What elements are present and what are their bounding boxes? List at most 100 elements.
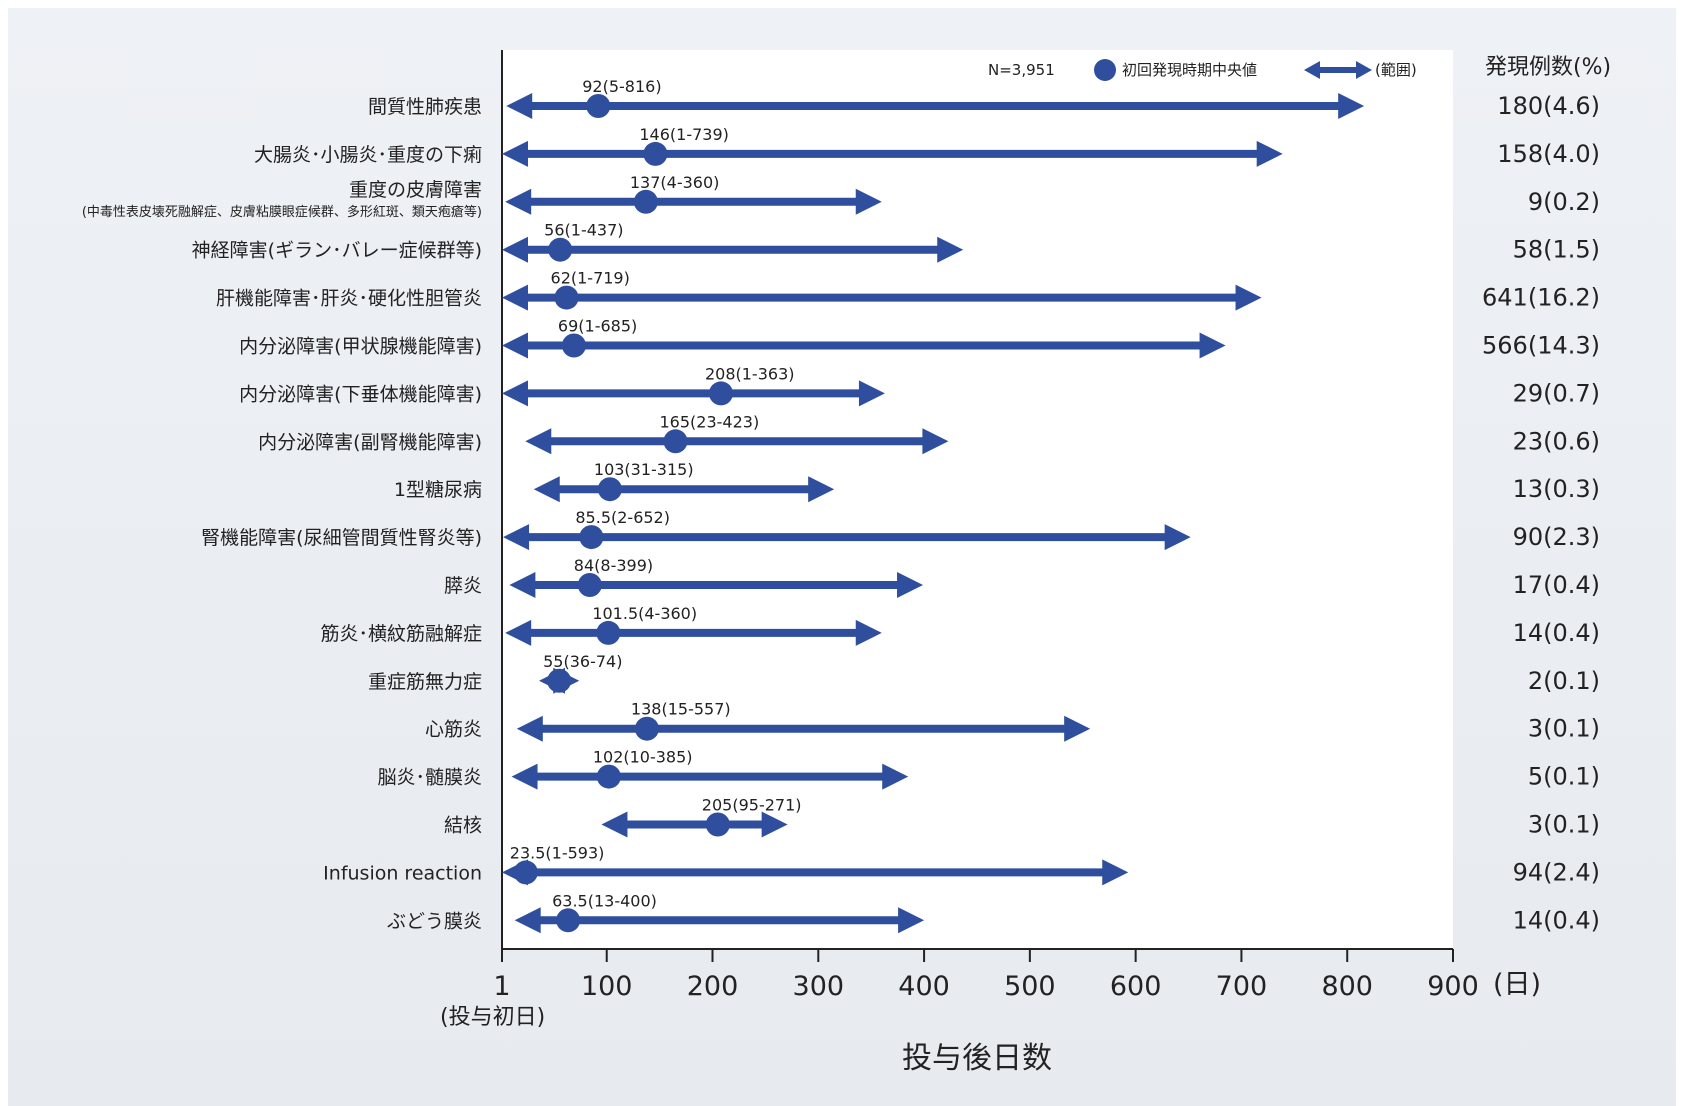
legend-range-arrow-icon: [1304, 61, 1372, 79]
count-label: 180(4.6): [1497, 92, 1600, 120]
count-label: 58(1.5): [1513, 236, 1600, 264]
range-min-arrowhead: [503, 524, 530, 551]
x-axis-ticks: 1 100 200 300 400 500 600 700 800 900: [493, 949, 1479, 1002]
count-label: 14(0.4): [1513, 906, 1600, 934]
median-dot: [513, 860, 538, 885]
range-min-arrowhead: [502, 236, 528, 263]
count-label: 14(0.4): [1513, 619, 1600, 647]
median-range-label: 146(1-739): [639, 125, 729, 144]
legend-median-label: 初回発現時期中央値: [1122, 61, 1257, 79]
category-label: 間質性肺疾患: [368, 96, 482, 118]
range-min-arrowhead: [533, 476, 560, 503]
category-label: 内分泌障害(下垂体機能障害): [239, 383, 482, 405]
x-tick-label: 500: [1004, 971, 1056, 1002]
count-label: 23(0.6): [1513, 427, 1600, 455]
range-min-arrowhead: [514, 907, 541, 934]
chart-row: 腎機能障害(尿細管間質性腎炎等) 85.5(2-652) 90(2.3): [201, 508, 1600, 551]
chart-row: 重症筋無力症 55(36-74) 2(0.1): [368, 652, 1600, 695]
chart-row: 筋炎･横紋筋融解症 101.5(4-360) 14(0.4): [320, 604, 1600, 647]
chart-row: Infusion reaction 23.5(1-593) 94(2.4): [323, 843, 1600, 886]
chart-row: 内分泌障害(副腎機能障害) 165(23-423) 23(0.6): [258, 412, 1600, 455]
median-range-label: 208(1-363): [705, 364, 795, 383]
count-label: 13(0.3): [1513, 475, 1600, 503]
chart-row: 大腸炎･小腸炎･重度の下痢 146(1-739) 158(4.0): [254, 125, 1600, 168]
category-label: 重度の皮膚障害: [349, 179, 482, 201]
category-label: 筋炎･横紋筋融解症: [320, 623, 482, 645]
chart-row: 心筋炎 138(15-557) 3(0.1): [425, 700, 1600, 743]
x-tick-label: 200: [687, 971, 739, 1002]
category-label: 膵炎: [444, 575, 482, 597]
range-max-arrowhead: [1064, 715, 1091, 742]
range-min-arrowhead: [505, 619, 532, 646]
range-max-arrowhead: [1199, 332, 1226, 359]
count-label: 158(4.0): [1497, 140, 1600, 168]
count-label: 29(0.7): [1513, 379, 1600, 407]
count-label: 641(16.2): [1482, 284, 1600, 312]
range-max-arrowhead: [898, 907, 925, 934]
median-dot: [548, 237, 573, 262]
range-min-arrowhead: [502, 332, 528, 359]
count-column-title: 発現例数(%): [1485, 55, 1611, 80]
median-range-label: 138(15-557): [631, 700, 731, 719]
median-range-label: 62(1-719): [551, 269, 630, 288]
median-range-label: 23.5(1-593): [510, 843, 605, 862]
category-label: ぶどう膜炎: [387, 910, 482, 932]
median-dot: [556, 908, 581, 933]
x-tick-label: 400: [898, 971, 950, 1002]
count-label: 2(0.1): [1528, 667, 1600, 695]
median-dot: [561, 333, 586, 358]
median-dot: [577, 573, 602, 597]
chart-row: 膵炎 84(8-399) 17(0.4): [444, 556, 1600, 599]
range-max-arrowhead: [761, 811, 788, 838]
median-range-label: 63.5(13-400): [552, 891, 657, 910]
count-label: 3(0.1): [1528, 715, 1600, 743]
range-max-arrowhead: [855, 188, 882, 215]
range-min-arrowhead: [525, 428, 552, 455]
count-label: 17(0.4): [1513, 571, 1600, 599]
median-range-label: 205(95-271): [702, 796, 802, 815]
range-max-arrowhead: [1235, 284, 1262, 311]
range-max-arrowhead: [808, 476, 835, 503]
median-dot: [643, 141, 668, 166]
median-range-label: 85.5(2-652): [575, 508, 670, 527]
range-max-arrowhead: [858, 380, 885, 407]
category-label: 1型糖尿病: [394, 479, 482, 501]
median-dot: [596, 764, 621, 789]
x-tick-label: 1: [493, 971, 510, 1002]
x-tick-label: 800: [1321, 971, 1373, 1002]
median-dot: [554, 285, 579, 310]
range-min-arrowhead: [502, 140, 528, 167]
range-max-arrowhead: [922, 428, 949, 455]
range-max-arrowhead: [1338, 93, 1365, 119]
chart-row: 重度の皮膚障害 (中毒性表皮壊死融解症、皮膚粘膜眼症候群、多形紅斑、類天疱瘡等) 1…: [82, 173, 1600, 220]
category-label: 内分泌障害(副腎機能障害): [258, 431, 482, 453]
category-label: 脳炎･髄膜炎: [377, 767, 482, 789]
x-unit-label: (日): [1493, 969, 1541, 1000]
count-label: 3(0.1): [1528, 811, 1600, 839]
median-range-label: 55(36-74): [543, 652, 622, 671]
median-dot: [708, 381, 733, 406]
median-range-label: 69(1-685): [558, 317, 637, 336]
chart-row: 神経障害(ギラン･バレー症候群等) 56(1-437) 58(1.5): [192, 221, 1600, 264]
chart-row: 内分泌障害(下垂体機能障害) 208(1-363) 29(0.7): [239, 364, 1600, 407]
range-min-arrowhead: [509, 572, 536, 598]
category-label: 肝機能障害･肝炎･硬化性胆管炎: [216, 288, 482, 310]
range-max-arrowhead: [855, 619, 882, 646]
median-dot: [596, 620, 621, 645]
chart-row: 結核 205(95-271) 3(0.1): [444, 796, 1600, 839]
range-max-arrowhead: [937, 236, 964, 263]
legend-median-dot: [1094, 59, 1116, 81]
category-sublabel: (中毒性表皮壊死融解症、皮膚粘膜眼症候群、多形紅斑、類天疱瘡等): [82, 204, 482, 220]
chart-row: 間質性肺疾患 92(5-816) 180(4.6): [368, 77, 1600, 120]
range-max-arrowhead: [1256, 140, 1283, 167]
x-tick-label: 900: [1427, 971, 1479, 1002]
range-min-arrowhead: [506, 93, 533, 119]
count-label: 94(2.4): [1513, 858, 1600, 886]
median-dot: [547, 668, 572, 693]
count-label: 90(2.3): [1513, 523, 1600, 551]
legend-range-label: (範囲): [1375, 61, 1417, 79]
chart-row: 内分泌障害(甲状腺機能障害) 69(1-685) 566(14.3): [239, 317, 1600, 360]
chart-row: 1型糖尿病 103(31-315) 13(0.3): [394, 460, 1600, 503]
category-label: 内分泌障害(甲状腺機能障害): [239, 336, 482, 358]
chart-row: ぶどう膜炎 63.5(13-400) 14(0.4): [387, 891, 1600, 934]
